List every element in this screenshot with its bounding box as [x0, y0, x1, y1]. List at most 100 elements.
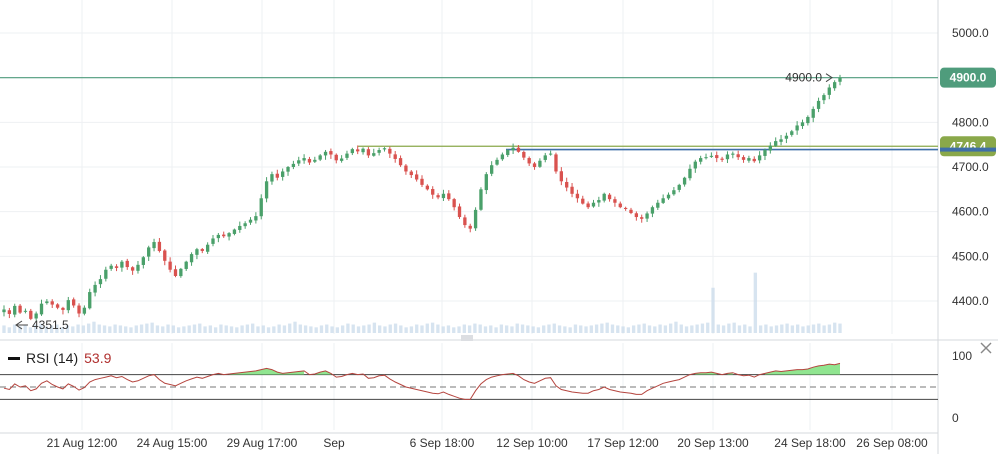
candle-body	[431, 189, 435, 195]
close-rsi-icon[interactable]	[978, 340, 994, 356]
volume-bar	[404, 327, 408, 333]
candle	[779, 134, 783, 146]
candle-body	[345, 153, 349, 158]
candle	[806, 115, 810, 126]
candle	[731, 151, 735, 159]
time-tick-label: 26 Sep 08:00	[856, 436, 928, 450]
volume-bar	[806, 325, 810, 333]
candle	[720, 156, 724, 162]
candle	[640, 214, 644, 223]
volume-bar	[102, 325, 107, 333]
candle-body	[7, 310, 12, 314]
candle-body	[409, 171, 413, 176]
candle-body	[238, 225, 242, 230]
candle	[88, 288, 92, 310]
candle	[248, 217, 253, 225]
volume-bar	[769, 326, 773, 333]
candle	[763, 148, 767, 161]
volume-bar	[44, 326, 48, 333]
candle-body	[248, 219, 253, 223]
candle	[457, 203, 462, 219]
candle-body	[302, 158, 306, 161]
volume-bar	[187, 325, 191, 333]
volume-bar	[568, 327, 572, 333]
candle	[832, 80, 837, 91]
volume-bar	[473, 323, 477, 333]
volume-bar	[663, 325, 668, 333]
rsi-label: RSI (14)	[26, 350, 79, 366]
volume-bar	[192, 324, 197, 333]
candle	[682, 176, 687, 187]
candle-body	[811, 108, 815, 118]
candle	[66, 296, 70, 314]
volume-bar	[129, 327, 133, 333]
candle-body	[179, 268, 183, 277]
candle-body	[623, 207, 628, 209]
volume-bar	[288, 323, 292, 333]
volume-bar	[86, 323, 91, 333]
candle-body	[77, 305, 81, 314]
candle-body	[366, 149, 371, 156]
candle-body	[468, 225, 472, 229]
candle	[2, 305, 6, 317]
volume-bar	[653, 326, 657, 333]
candle	[709, 152, 714, 158]
volume-bar	[256, 326, 260, 333]
volume-bar	[642, 323, 646, 333]
candle	[93, 281, 97, 297]
candle-body	[586, 203, 590, 208]
candle	[565, 177, 569, 192]
time-tick-label: 12 Sep 10:00	[496, 436, 568, 450]
volume-bar	[679, 324, 683, 333]
volume-bar	[764, 324, 768, 333]
candle	[211, 235, 215, 247]
candle-body	[216, 234, 221, 239]
candle	[774, 137, 778, 147]
volume-bar	[224, 325, 228, 333]
rsi-pane: 0 100	[0, 349, 972, 425]
volume-bar	[452, 327, 456, 333]
volume-bar	[113, 324, 117, 333]
candle	[618, 201, 622, 209]
candle	[741, 155, 746, 163]
candle-body	[120, 261, 124, 268]
volume-bar	[827, 324, 832, 333]
candle-body	[527, 158, 531, 164]
candle-body	[516, 147, 521, 152]
candle	[281, 168, 285, 181]
candle	[222, 231, 226, 238]
candle	[725, 151, 730, 164]
candle-body	[832, 82, 837, 89]
candle	[436, 193, 440, 200]
volume-bar	[76, 324, 80, 333]
candle	[570, 183, 574, 198]
candle-body	[45, 301, 49, 304]
candle-body	[795, 125, 799, 131]
volume-bar	[108, 326, 112, 333]
volume-bar	[314, 327, 318, 333]
candles	[2, 74, 842, 321]
candle-body	[495, 159, 499, 165]
candle-body	[747, 158, 751, 161]
volume-bar	[483, 326, 488, 333]
candle-body	[200, 249, 204, 251]
candle-body	[72, 299, 76, 306]
candle-body	[565, 181, 569, 188]
candle-body	[522, 151, 526, 158]
annotation-arrow-right	[825, 73, 833, 83]
candle-body	[61, 307, 65, 310]
candle	[104, 266, 108, 282]
candle-body	[50, 301, 54, 305]
candle-body	[441, 193, 446, 199]
candle-body	[806, 116, 810, 124]
candle-body	[270, 174, 274, 182]
volume-bar	[520, 324, 525, 333]
volume-bar	[690, 325, 694, 333]
candle-body	[93, 284, 97, 293]
candle	[398, 155, 403, 167]
volume-bar	[139, 324, 144, 333]
candle-body	[259, 198, 263, 217]
price-label-box: 4900.0	[940, 67, 996, 88]
